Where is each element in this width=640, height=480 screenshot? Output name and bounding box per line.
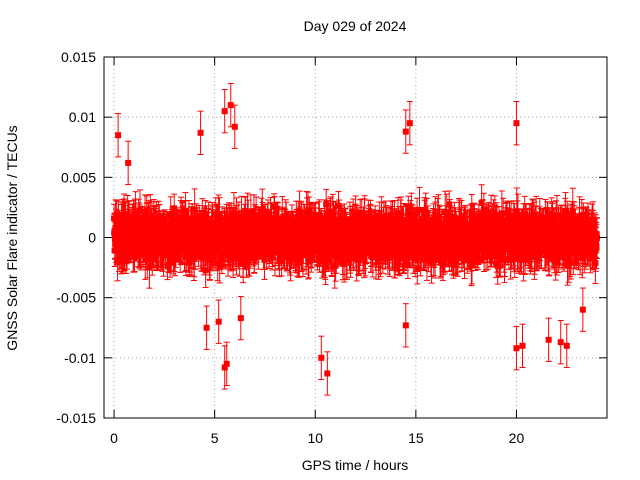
- data-point: [182, 210, 189, 217]
- data-point: [171, 205, 178, 212]
- data-point: [321, 215, 328, 222]
- data-point: [202, 267, 209, 274]
- data-point: [316, 216, 323, 223]
- data-point: [214, 260, 221, 267]
- data-point: [332, 262, 339, 269]
- data-point: [296, 255, 303, 262]
- data-point: [191, 251, 198, 258]
- data-point: [350, 249, 357, 256]
- data-point: [318, 225, 325, 232]
- data-point: [276, 258, 283, 265]
- data-point: [317, 221, 324, 228]
- data-point: [335, 202, 342, 209]
- data-point: [341, 260, 348, 267]
- data-point: [240, 260, 247, 267]
- data-point: [136, 207, 143, 214]
- data-point: [216, 264, 223, 271]
- data-point: [298, 213, 305, 220]
- data-series: [111, 82, 600, 396]
- data-point: [216, 210, 223, 217]
- data-point: [146, 264, 153, 271]
- data-point: [202, 211, 209, 218]
- data-point: [142, 212, 149, 219]
- data-point: [209, 219, 216, 226]
- data-point: [198, 254, 205, 261]
- data-point: [361, 257, 368, 264]
- data-point: [251, 255, 258, 262]
- data-point: [121, 227, 128, 234]
- data-point: [292, 247, 299, 254]
- data-point: [261, 214, 268, 221]
- data-point: [164, 222, 171, 229]
- data-point: [191, 206, 198, 213]
